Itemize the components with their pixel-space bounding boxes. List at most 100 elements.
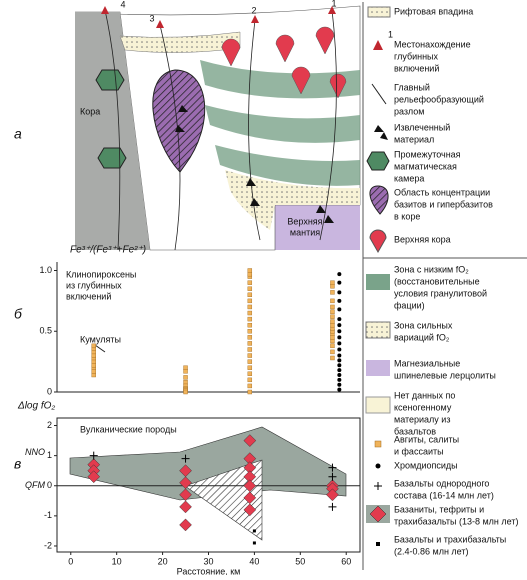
annotation-leader xyxy=(94,344,106,353)
legend-label: (восстановительные xyxy=(394,276,480,286)
point xyxy=(91,369,96,374)
legend-label: камера xyxy=(394,173,424,183)
point xyxy=(337,358,342,363)
legend-swatch xyxy=(374,440,382,448)
point xyxy=(247,347,253,352)
legend-label: Базальты однородного xyxy=(394,478,489,488)
point xyxy=(89,451,98,460)
crust xyxy=(75,12,150,250)
point xyxy=(337,280,342,285)
legend-swatch xyxy=(366,274,390,290)
point xyxy=(330,298,335,304)
reference-label: QFM xyxy=(25,480,45,490)
point xyxy=(91,372,96,378)
point xyxy=(337,298,342,303)
panel-label: б xyxy=(14,306,23,322)
legend-label: Местонахождение xyxy=(394,39,471,49)
legend-swatch xyxy=(371,83,387,105)
legend-label: трахибазальты (13-8 млн лет) xyxy=(394,516,518,526)
point xyxy=(328,463,337,472)
point xyxy=(247,322,253,328)
point xyxy=(330,326,335,332)
legend-label: в коре xyxy=(394,211,420,221)
mantle-label: мантия xyxy=(290,227,320,237)
point xyxy=(247,292,253,298)
locality-number: 2 xyxy=(251,5,256,15)
cross-section xyxy=(74,5,361,251)
point xyxy=(330,319,335,324)
point xyxy=(247,389,253,395)
point xyxy=(337,323,342,328)
point xyxy=(337,363,342,368)
legend-label: Базаниты, тефриты и xyxy=(394,504,484,514)
legend-label: включений xyxy=(394,63,439,73)
point xyxy=(181,454,190,463)
legend-swatch xyxy=(369,505,387,523)
y-axis-label: Fe³⁺/(Fe³⁺+Fe²⁺) xyxy=(70,245,146,256)
legend-label: материал xyxy=(394,134,434,144)
point xyxy=(91,363,96,368)
legend-label: Верхняя кора xyxy=(394,234,451,244)
point xyxy=(330,343,335,349)
point xyxy=(337,377,342,382)
point xyxy=(179,500,192,514)
x-tick-label: 20 xyxy=(158,556,168,566)
point xyxy=(247,316,253,322)
y-tick-label: -1 xyxy=(44,510,52,520)
legend-label: магматическая xyxy=(394,161,457,171)
legend-label: состава (16-14 млн лет) xyxy=(394,490,494,500)
point xyxy=(330,338,335,344)
x-tick-label: 50 xyxy=(295,556,305,566)
point xyxy=(247,365,253,370)
x-axis-label: Расстояние, км xyxy=(177,566,241,575)
legend-label: Зона сильных xyxy=(394,320,453,330)
legend-label: Область концентрации xyxy=(394,187,490,197)
legend-label: вариаций fO₂ xyxy=(394,332,450,342)
point xyxy=(330,314,335,319)
legend-label: глубинных xyxy=(394,51,439,61)
legend-swatch xyxy=(376,542,380,546)
point xyxy=(337,272,342,277)
y-tick-label: -2 xyxy=(44,540,52,550)
legend-label: Зона с низким fO₂ xyxy=(394,264,469,274)
point xyxy=(337,382,342,387)
point xyxy=(247,329,253,334)
faults xyxy=(104,9,337,251)
x-tick-label: 40 xyxy=(249,556,259,566)
point xyxy=(91,343,96,349)
legend-label: Промежуточная xyxy=(394,149,461,159)
y-tick-label: 0.5 xyxy=(39,326,52,336)
point xyxy=(337,368,342,373)
legend-label: материалу из xyxy=(394,414,450,424)
legend-label: Рифтовая впадина xyxy=(394,6,473,16)
annotation: включений xyxy=(66,291,111,301)
zone xyxy=(225,170,360,230)
point xyxy=(328,472,337,481)
y-tick-label: 2 xyxy=(47,420,52,430)
legend-swatch xyxy=(374,125,384,132)
point xyxy=(247,335,253,340)
crust-label: Кора xyxy=(80,106,100,116)
point xyxy=(252,529,256,533)
point xyxy=(326,488,339,502)
point xyxy=(337,317,342,322)
point xyxy=(337,387,342,392)
locality-number: 1 xyxy=(331,0,336,8)
point xyxy=(247,341,253,346)
fo2-envelope xyxy=(69,426,347,501)
legend-label: Авгиты, салиты xyxy=(394,434,459,444)
point xyxy=(337,372,342,377)
panel-label: а xyxy=(14,126,22,142)
legend-marker-label: 1 xyxy=(388,29,393,39)
legend-label: базитов и гипербазитов xyxy=(394,199,493,209)
legend-label: базальтов xyxy=(394,426,436,436)
point xyxy=(252,541,256,545)
point xyxy=(337,290,342,295)
annotation: Кумуляты xyxy=(80,334,121,344)
panel-label: в xyxy=(14,456,21,472)
point xyxy=(330,355,335,361)
point xyxy=(330,309,335,315)
legend-swatch xyxy=(367,6,391,18)
y-tick-label: 1 xyxy=(47,450,52,460)
